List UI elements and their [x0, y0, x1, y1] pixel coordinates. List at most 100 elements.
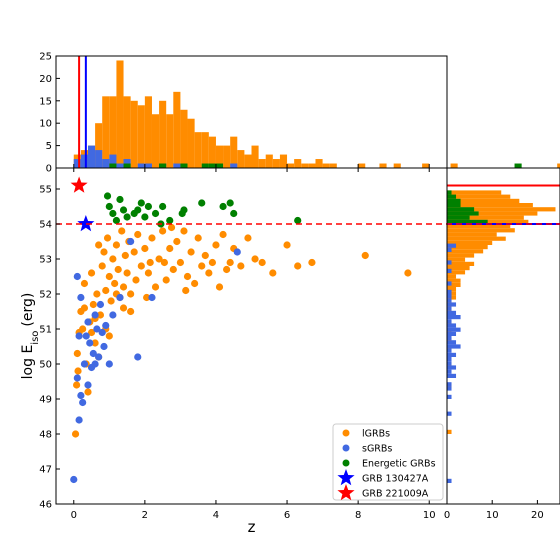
right-histogram-bar — [447, 203, 461, 208]
scatter-point — [118, 227, 126, 235]
scatter-xticks: 0 2 4 6 8 10 — [71, 168, 436, 521]
top-histogram-bar — [123, 96, 131, 168]
scatter-point — [105, 202, 113, 211]
scatter-point — [109, 209, 117, 218]
legend-marker-star — [337, 469, 355, 486]
scatter-point — [87, 269, 96, 277]
right-histogram-bar — [447, 266, 470, 271]
scatter-point — [269, 269, 277, 277]
scatter-point — [98, 262, 106, 270]
right-histogram-bar — [447, 429, 452, 434]
top-histogram-bar — [95, 123, 103, 168]
scatter-point — [105, 272, 113, 281]
right-histogram-bar — [447, 348, 452, 353]
scatter-point — [119, 206, 128, 214]
right-histogram-bar — [447, 190, 452, 195]
top-histogram-bar — [329, 163, 337, 168]
scatter-point — [95, 353, 103, 361]
top-histogram-bar — [258, 159, 266, 168]
x-axis-label: z — [248, 518, 256, 536]
scatter-point — [176, 258, 185, 267]
scatter-point — [162, 276, 170, 284]
right-histogram-bar — [447, 323, 457, 328]
right-histogram-bar — [447, 240, 493, 245]
right-histogram-bar — [447, 294, 452, 299]
scatter-point — [121, 251, 129, 260]
scatter-point — [96, 300, 105, 309]
right-histogram-bar — [447, 215, 524, 220]
scatter-point — [173, 237, 181, 246]
top-histogram-bar — [237, 150, 245, 168]
scatter-yticks: 46 47 48 49 50 51 52 53 54 55 — [39, 185, 60, 511]
right-histogram-bar — [447, 291, 457, 296]
legend-marker — [342, 429, 350, 437]
top-histogram-bar — [315, 159, 323, 168]
ytick-label: 50 — [39, 360, 52, 371]
right-histogram-bar — [447, 224, 511, 229]
scatter-point — [244, 234, 252, 242]
right-histogram-bar — [447, 289, 452, 294]
scatter-point — [159, 202, 167, 211]
right-histogram-bar — [447, 243, 457, 248]
scatter-points — [70, 176, 412, 484]
scatter-point — [103, 192, 112, 200]
scatter-point — [144, 269, 153, 277]
top-histogram-bar — [208, 136, 216, 168]
scatter-point — [109, 311, 117, 319]
top-histogram-bar — [230, 136, 238, 168]
xtick-label: 2 — [142, 510, 148, 521]
ytick-label: 49 — [39, 395, 52, 406]
top-ytick-label: 15 — [39, 96, 52, 107]
top-histogram-bar — [201, 132, 209, 168]
right-histogram-bar — [447, 198, 461, 203]
right-histogram-bar — [447, 315, 461, 320]
right-histogram-bar — [447, 211, 479, 216]
ytick-label: 51 — [39, 325, 52, 336]
y-axis-label: log Eiso(erg) — [20, 293, 41, 380]
right-xtick-label: 0 — [444, 510, 450, 521]
right-histogram-bar — [447, 260, 452, 265]
ytick-label: 47 — [39, 465, 52, 476]
scatter-point — [75, 332, 83, 340]
right-histogram-bar — [447, 306, 452, 311]
scatter-point — [215, 283, 224, 291]
right-xtick-label: 10 — [486, 510, 499, 521]
scatter-point — [134, 230, 142, 239]
scatter-point — [226, 199, 234, 207]
ytick-label: 52 — [39, 290, 52, 301]
scatter-point — [112, 241, 121, 249]
right-histogram-bars — [447, 184, 560, 483]
scatter-point — [226, 258, 234, 267]
scatter-frame — [55, 167, 448, 505]
scatter-point — [127, 307, 135, 316]
scatter-point — [114, 265, 122, 274]
scatter-point — [308, 258, 316, 267]
legend-box — [332, 423, 444, 501]
ytick-label: 54 — [39, 220, 52, 231]
top-histogram-bar — [173, 91, 181, 168]
scatter-point — [166, 244, 174, 253]
scatter-point — [137, 262, 145, 270]
scatter-point — [134, 206, 142, 214]
scatter-point — [98, 328, 106, 337]
right-histogram-bar — [447, 287, 457, 292]
legend-marker — [342, 444, 350, 452]
top-histogram-bar — [244, 154, 252, 168]
scatter-point — [151, 283, 160, 291]
scatter-point — [95, 241, 103, 249]
scatter-point — [109, 255, 117, 263]
scatter-point — [77, 293, 85, 302]
legend-label: sGRBs — [362, 444, 392, 455]
right-histogram-bar — [447, 344, 461, 349]
scatter-point — [130, 248, 138, 256]
top-histogram-bar — [379, 163, 387, 168]
top-histogram-bar — [109, 154, 117, 168]
right-xtick-label: 20 — [531, 510, 544, 521]
right-histogram-bar — [447, 331, 457, 336]
right-histogram-bar — [447, 236, 506, 241]
top-ytick-label: 20 — [39, 74, 52, 85]
scatter-point — [93, 325, 101, 333]
scatter-point — [237, 262, 245, 270]
top-histogram-bar — [208, 163, 216, 168]
